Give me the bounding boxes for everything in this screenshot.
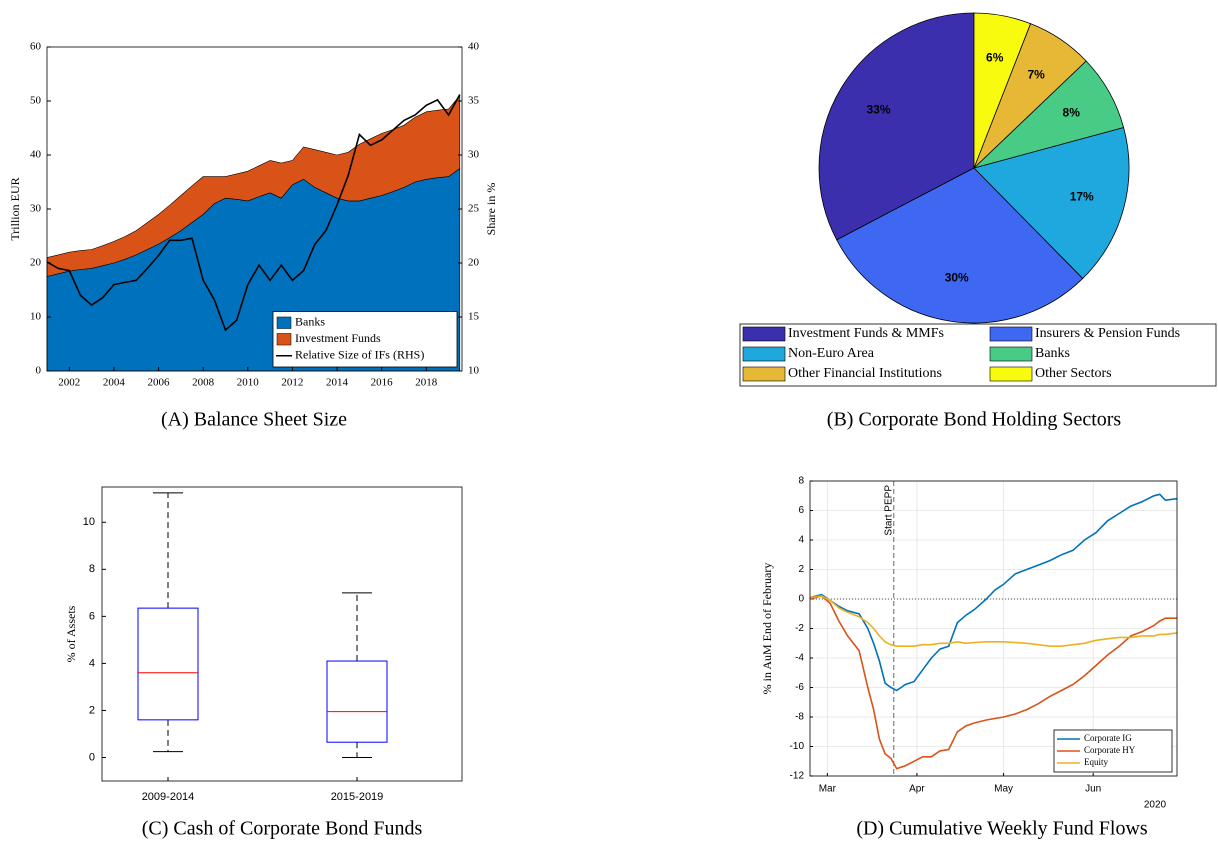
legend-label: Relative Size of IFs (RHS) — [295, 348, 424, 362]
y-axis-label: Trillion EUR — [8, 177, 22, 240]
y-tick-label: -10 — [790, 741, 805, 752]
x-tick-label: May — [994, 784, 1013, 795]
y-tick-label: 4 — [89, 657, 95, 669]
x-tick-label: 2018 — [415, 377, 438, 389]
pie-slice — [818, 12, 975, 241]
legend-label: Banks — [1035, 346, 1070, 361]
y2-tick-label: 40 — [468, 41, 480, 53]
legend-label: Non-Euro Area — [788, 346, 875, 361]
slice-label: 6% — [986, 51, 1004, 65]
x-tick-label: Mar — [819, 784, 837, 795]
legend-swatch — [742, 366, 786, 382]
legend-swatch — [742, 346, 786, 362]
slice-label: 30% — [945, 270, 969, 284]
legend-label: Corporate HY — [1084, 745, 1136, 755]
y-tick-label: 6 — [89, 610, 95, 622]
x-tick-label: 2009-2014 — [142, 791, 195, 803]
legend-swatch — [742, 326, 786, 342]
plot-frame — [101, 486, 463, 782]
y-tick-label: 50 — [30, 95, 42, 107]
x-tick-label: 2004 — [103, 377, 126, 389]
y2-tick-label: 15 — [468, 311, 480, 323]
legend-label: Equity — [1084, 757, 1108, 767]
box — [326, 660, 388, 743]
y-tick-label: 4 — [798, 535, 804, 546]
caption: (A) Balance Sheet Size — [161, 409, 347, 431]
legend-swatch — [989, 346, 1033, 362]
y-tick-label: 0 — [798, 594, 804, 605]
y2-tick-label: 20 — [468, 257, 480, 269]
x-axis-label: 2020 — [1144, 800, 1167, 811]
legend-label: Banks — [295, 315, 325, 329]
y-tick-label: 2 — [798, 564, 804, 575]
legend-swatch — [276, 316, 292, 329]
x-tick-label: 2015-2019 — [331, 791, 384, 803]
y-tick-label: 8 — [89, 563, 95, 575]
y-tick-label: -2 — [795, 623, 804, 634]
legend-label: Other Financial Institutions — [788, 366, 942, 381]
x-tick-label: Apr — [909, 784, 925, 795]
x-tick-label: 2012 — [281, 377, 303, 389]
area — [46, 94, 461, 277]
plot-frame — [809, 480, 1178, 777]
y-tick-label: -6 — [795, 682, 804, 693]
legend-label: Investment Funds & MMFs — [788, 326, 944, 341]
slice-label: 17% — [1070, 189, 1094, 203]
box — [137, 607, 199, 721]
slice-label: 33% — [867, 102, 891, 116]
y-tick-label: 2 — [89, 704, 95, 716]
y2-tick-label: 30 — [468, 149, 480, 161]
x-tick-label: 2008 — [192, 377, 215, 389]
x-tick-label: 2010 — [237, 377, 260, 389]
line — [809, 595, 1177, 770]
legend-label: Insurers & Pension Funds — [1035, 326, 1180, 341]
line — [809, 493, 1178, 692]
pie-slice — [836, 167, 1084, 324]
y-tick-label: 10 — [30, 311, 42, 323]
y-tick-label: 10 — [83, 516, 95, 528]
caption: (C) Cash of Corporate Bond Funds — [142, 818, 423, 840]
y-tick-label: 40 — [30, 149, 42, 161]
caption: (D) Cumulative Weekly Fund Flows — [856, 818, 1148, 840]
y-axis-label: % in AuM End of February — [760, 563, 774, 695]
y-tick-label: 20 — [30, 257, 42, 269]
y-tick-label: 0 — [89, 751, 95, 763]
x-tick-label: 2016 — [371, 377, 394, 389]
y-tick-label: 8 — [798, 476, 804, 487]
legend-label: Investment Funds — [295, 331, 381, 345]
slice-label: 8% — [1063, 105, 1081, 119]
line — [809, 595, 1178, 647]
caption: (B) Corporate Bond Holding Sectors — [827, 409, 1122, 431]
line — [46, 94, 461, 332]
annotation: Start PEPP — [883, 485, 894, 536]
y-tick-label: -4 — [795, 653, 804, 664]
x-tick-label: 2014 — [326, 377, 349, 389]
legend-swatch — [989, 366, 1033, 382]
legend-box — [272, 311, 458, 368]
legend-swatch — [989, 326, 1033, 342]
y-tick-label: 60 — [30, 41, 42, 53]
y-tick-label: 6 — [798, 505, 804, 516]
pie-slice — [973, 12, 1032, 169]
legend-box — [739, 323, 1217, 387]
y2-tick-label: 10 — [468, 365, 480, 377]
y-tick-label: 30 — [30, 203, 42, 215]
legend-label: Corporate IG — [1084, 733, 1132, 743]
x-tick-label: Jun — [1085, 784, 1101, 795]
x-tick-label: 2002 — [58, 377, 80, 389]
y-tick-label: -8 — [795, 712, 804, 723]
pie-slice — [973, 127, 1130, 280]
x-tick-label: 2006 — [148, 377, 171, 389]
y2-axis-label: Share in % — [484, 183, 498, 236]
slice-label: 7% — [1028, 68, 1046, 82]
y-tick-label: -12 — [790, 771, 805, 782]
y-tick-label: 0 — [36, 365, 42, 377]
y2-tick-label: 35 — [468, 95, 480, 107]
legend-label: Other Sectors — [1035, 366, 1112, 381]
legend-swatch — [276, 333, 292, 346]
y-axis-label: % of Assets — [64, 605, 78, 662]
y2-tick-label: 25 — [468, 203, 480, 215]
